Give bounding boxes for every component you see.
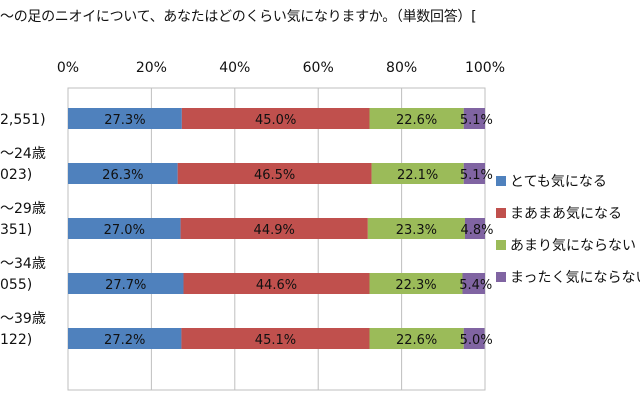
legend-swatch-2 xyxy=(496,239,506,250)
data-label-0-3: 5.1% xyxy=(460,113,493,128)
bar-segment-1-2 xyxy=(371,163,464,184)
data-label-3-1: 44.6% xyxy=(256,278,297,293)
x-tick-label-0: 0% xyxy=(57,60,79,76)
bar-segment-1-3 xyxy=(463,163,485,184)
legend-item-0: とても気になる xyxy=(496,172,640,190)
bar-segment-4-2 xyxy=(369,328,464,349)
bar-segment-2-3 xyxy=(464,218,485,239)
legend: とても気になる まあまあ気になる あまり気にならない まったく気にならない xyxy=(496,172,640,300)
x-tick-label-3: 60% xyxy=(303,60,334,76)
legend-item-2: あまり気にならない xyxy=(496,236,640,254)
data-label-3-2: 22.3% xyxy=(395,278,436,293)
x-tick-label-5: 100% xyxy=(465,60,505,76)
category-count-4: 122) xyxy=(0,332,32,348)
bar-segment-1-1 xyxy=(177,163,372,184)
data-label-2-0: 27.0% xyxy=(104,223,145,238)
legend-item-3: まったく気にならない xyxy=(496,268,640,286)
bar-segment-3-1 xyxy=(183,273,370,294)
category-count-0: 2,551) xyxy=(0,112,46,128)
legend-label-3: まったく気にならない xyxy=(510,269,640,286)
category-label-3: 〜34歳 xyxy=(0,256,46,272)
data-label-0-2: 22.6% xyxy=(396,113,437,128)
legend-swatch-1 xyxy=(496,207,506,218)
data-label-4-3: 5.0% xyxy=(460,333,493,348)
data-label-0-1: 45.0% xyxy=(255,113,296,128)
data-label-3-0: 27.7% xyxy=(105,278,146,293)
legend-item-1: まあまあ気になる xyxy=(496,204,640,222)
bar-segment-2-1 xyxy=(180,218,368,239)
data-label-0-0: 27.3% xyxy=(104,113,145,128)
bar-segment-2-0 xyxy=(68,218,181,239)
data-label-2-2: 23.3% xyxy=(396,223,437,238)
data-label-1-3: 5.1% xyxy=(460,168,493,183)
bar-segment-3-2 xyxy=(369,273,463,294)
bar-segment-0-0 xyxy=(68,108,182,129)
x-tick-label-2: 40% xyxy=(219,60,250,76)
legend-label-1: まあまあ気になる xyxy=(510,205,622,222)
legend-label-2: あまり気にならない xyxy=(510,237,636,254)
data-label-2-1: 44.9% xyxy=(254,223,295,238)
legend-swatch-3 xyxy=(496,271,506,282)
data-label-1-1: 46.5% xyxy=(254,168,295,183)
category-label-4: 〜39歳 xyxy=(0,311,46,327)
x-tick-label-1: 20% xyxy=(136,60,167,76)
bar-segment-0-2 xyxy=(369,108,464,129)
chart-title: 〜の足のニオイについて、あなたはどのくらい気になりますか。（単数回答）[ xyxy=(0,9,477,25)
bar-segment-4-3 xyxy=(463,328,485,349)
bar-segment-0-3 xyxy=(463,108,485,129)
category-label-1: 〜24歳 xyxy=(0,146,46,162)
legend-swatch-0 xyxy=(496,175,506,186)
data-label-1-2: 22.1% xyxy=(397,168,438,183)
category-count-2: 351) xyxy=(0,222,32,238)
data-label-1-0: 26.3% xyxy=(102,168,143,183)
bar-segment-2-2 xyxy=(367,218,465,239)
bar-segment-1-0 xyxy=(68,163,178,184)
data-label-4-0: 27.2% xyxy=(104,333,145,348)
data-label-2-3: 4.8% xyxy=(460,223,493,238)
legend-label-0: とても気になる xyxy=(510,173,607,190)
x-tick-label-4: 80% xyxy=(386,60,417,76)
bar-segment-4-0 xyxy=(68,328,182,349)
category-label-2: 〜29歳 xyxy=(0,201,46,217)
data-label-4-2: 22.6% xyxy=(396,333,437,348)
data-label-3-3: 5.4% xyxy=(459,278,492,293)
data-label-4-1: 45.1% xyxy=(255,333,296,348)
bar-segment-0-1 xyxy=(181,108,370,129)
bar-segment-3-0 xyxy=(68,273,184,294)
bar-segment-4-1 xyxy=(181,328,370,349)
category-count-1: 023) xyxy=(0,167,32,183)
bar-segment-3-3 xyxy=(462,273,485,294)
category-count-3: 055) xyxy=(0,277,32,293)
